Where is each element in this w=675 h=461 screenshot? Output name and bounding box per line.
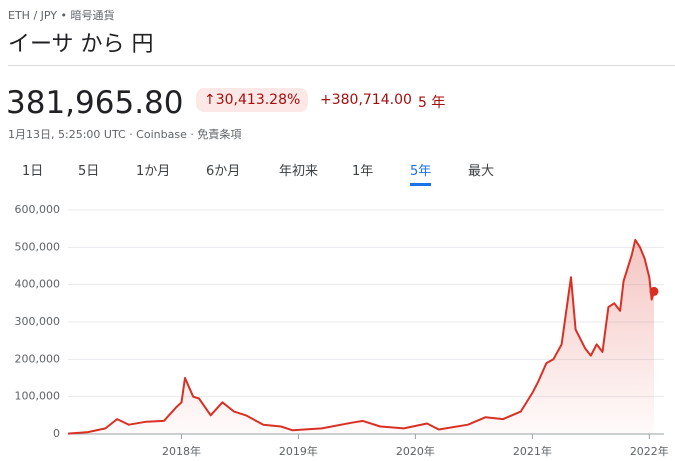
y-tick-label: 500,000 (15, 240, 61, 253)
price: 381,965.80 (6, 85, 184, 121)
y-tick-label: 300,000 (15, 315, 61, 328)
y-tick-label: 400,000 (15, 278, 61, 291)
arrow-icon: ↑ (204, 92, 216, 108)
tab[interactable]: 1年 (352, 164, 374, 179)
timestamp: 1月13日, 5:25:00 UTC · Coinbase · 免責条項 (8, 128, 242, 141)
x-tick-label: 2022年 (630, 444, 669, 458)
y-tick-label: 100,000 (15, 390, 61, 403)
change-percent-pill: ↑30,413.28% (196, 88, 309, 112)
title: イーサ から 円 (8, 32, 154, 57)
x-tick-label: 2021年 (513, 444, 552, 458)
x-tick-label: 2020年 (396, 444, 435, 458)
separator (8, 65, 675, 66)
x-tick-label: 2018年 (162, 444, 201, 458)
change-percent: 30,413.28% (215, 92, 301, 108)
y-tick-label: 0 (53, 427, 60, 440)
tab[interactable]: 5日 (78, 164, 100, 179)
tab[interactable]: 最大 (468, 164, 495, 179)
breadcrumb: ETH / JPY • 暗号通貨 (8, 9, 115, 22)
price-line (67, 238, 655, 435)
period: 5 年 (418, 95, 446, 111)
tab[interactable]: 年初来 (279, 164, 319, 179)
y-tick-label: 600,000 (15, 203, 61, 216)
tab[interactable]: 5年 (410, 160, 432, 186)
chart: 0 100,000 200,000 300,000 400,000 500,000 600,… (15, 203, 669, 458)
x-tick-label: 2019年 (279, 444, 318, 458)
change: +380,714.00 (320, 92, 412, 108)
tab[interactable]: 6か月 (206, 164, 241, 179)
last-point (649, 286, 659, 296)
area-fill (68, 239, 654, 434)
y-tick-label: 200,000 (15, 352, 61, 365)
tab[interactable]: 1日 (22, 164, 44, 179)
tab[interactable]: 1か月 (136, 164, 171, 179)
